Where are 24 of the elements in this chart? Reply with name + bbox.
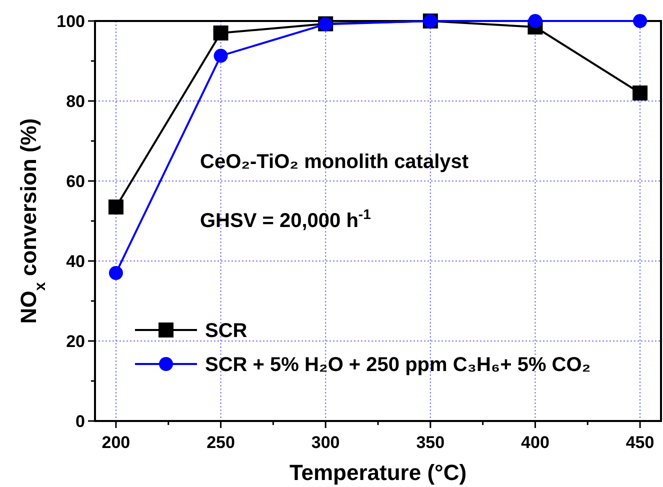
legend-label: SCR: [205, 320, 248, 342]
y-tick-label: 100: [56, 12, 85, 31]
y-tick-label: 20: [66, 332, 85, 351]
y-tick-label: 0: [76, 412, 85, 431]
point: [528, 14, 542, 28]
point: [213, 26, 228, 40]
annotation: GHSV = 20,000 h$^{-1}$: [200, 206, 372, 232]
y-tick-label: 60: [66, 172, 85, 191]
x-tick-label: 450: [626, 433, 654, 452]
point: [632, 86, 648, 100]
annotation: CeO₂-TiO₂ monolith catalyst: [200, 151, 469, 173]
point: [214, 48, 228, 63]
point: [108, 266, 123, 280]
point: [108, 200, 124, 214]
x-axis-title: Temperature (°C): [289, 460, 467, 485]
x-tick-label: 200: [102, 433, 130, 452]
x-tick-label: 300: [311, 433, 340, 452]
x-tick-label: 350: [416, 433, 445, 452]
point: [633, 14, 648, 28]
x-tick-label: 400: [521, 433, 550, 452]
x-tick-label: 250: [206, 433, 235, 452]
y-tick-label: 40: [66, 252, 85, 271]
y-tick-label: 80: [66, 92, 85, 111]
legend-label: SCR + 5% H₂O + 250 ppm C₃H₆+ 5% CO₂: [205, 354, 591, 376]
